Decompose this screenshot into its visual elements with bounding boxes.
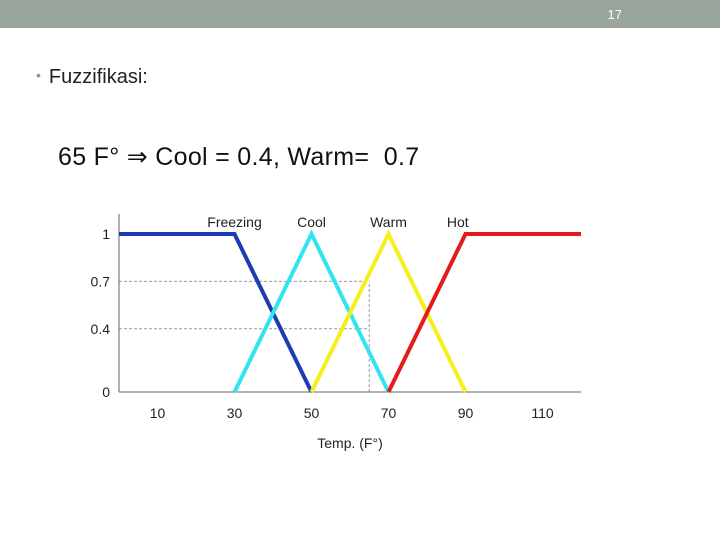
x-tick-label: 90	[458, 405, 474, 421]
x-tick-label: 110	[531, 405, 554, 421]
membership-series	[119, 229, 581, 393]
series-line-hot	[386, 232, 581, 393]
y-tick-label: 0.4	[91, 321, 111, 337]
series-line-freezing	[119, 232, 314, 393]
series-label-freezing: Freezing	[207, 214, 261, 230]
series-line-warm	[309, 229, 468, 393]
y-tick-label: 0	[102, 384, 110, 400]
x-axis-title: Temp. (F°)	[317, 435, 383, 451]
bullet-item: • Fuzzifikasi:	[36, 66, 148, 89]
y-tick-label: 1	[102, 226, 110, 242]
reference-lines	[119, 280, 370, 392]
chart-axes	[118, 214, 581, 393]
formula-prefix: 65 F°	[58, 143, 120, 171]
header-bar: 17	[0, 0, 720, 28]
bullet-text: Fuzzifikasi:	[48, 66, 148, 88]
series-label-cool: Cool	[297, 214, 326, 230]
fuzzification-formula: 65 F° ⇒ Cool = 0.4, Warm= 0.7	[58, 142, 419, 172]
series-line-cool	[232, 229, 391, 393]
implies-arrow-icon: ⇒	[126, 143, 149, 171]
series-label-hot: Hot	[447, 214, 469, 230]
formula-result: Cool = 0.4, Warm= 0.7	[148, 143, 420, 171]
series-label-warm: Warm	[370, 214, 407, 230]
y-tick-label: 0.7	[91, 273, 111, 289]
x-tick-label: 70	[381, 405, 397, 421]
bullet-dot-icon: •	[36, 67, 41, 83]
slide-number: 17	[607, 7, 622, 22]
x-tick-label: 10	[150, 405, 166, 421]
x-tick-label: 30	[227, 405, 243, 421]
x-tick-label: 50	[304, 405, 320, 421]
